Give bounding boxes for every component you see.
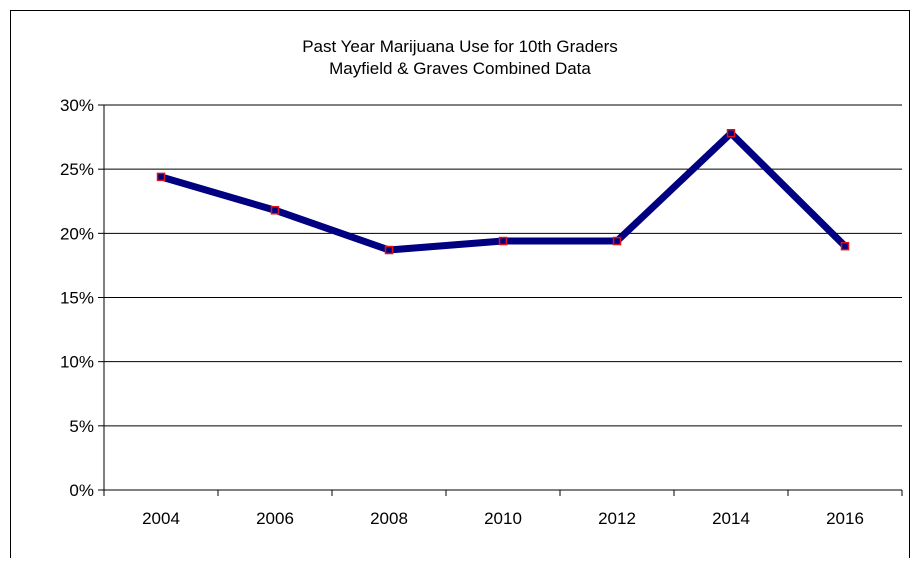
y-tick-label: 15% bbox=[60, 289, 94, 308]
y-tick-label: 25% bbox=[60, 160, 94, 179]
x-tick-label: 2004 bbox=[142, 509, 180, 528]
y-tick-label: 20% bbox=[60, 224, 94, 243]
y-tick-label: 10% bbox=[60, 353, 94, 372]
chart-subtitle: Mayfield & Graves Combined Data bbox=[329, 59, 591, 78]
data-point bbox=[270, 205, 280, 215]
chart-area bbox=[10, 10, 910, 558]
data-point bbox=[612, 236, 622, 246]
chart-title: Past Year Marijuana Use for 10th Graders bbox=[302, 37, 618, 56]
data-point bbox=[840, 241, 850, 251]
gridlines bbox=[104, 104, 902, 427]
y-tick-label: 0% bbox=[69, 481, 94, 500]
data-point bbox=[156, 172, 166, 182]
series bbox=[156, 128, 850, 255]
x-tick-label: 2016 bbox=[826, 509, 864, 528]
y-tick-labels: 0% 5% 10% 15% 20% 25% 30% bbox=[60, 96, 94, 500]
x-tick-label: 2010 bbox=[484, 509, 522, 528]
data-point bbox=[384, 245, 394, 255]
x-tick-label: 2014 bbox=[712, 509, 750, 528]
series-line bbox=[157, 129, 849, 254]
y-tick-label: 5% bbox=[69, 417, 94, 436]
y-tick-label: 30% bbox=[60, 96, 94, 115]
data-point bbox=[726, 128, 736, 138]
axes bbox=[98, 104, 903, 496]
x-tick-label: 2006 bbox=[256, 509, 294, 528]
x-tick-label: 2012 bbox=[598, 509, 636, 528]
data-point bbox=[498, 236, 508, 246]
x-tick-labels: 2004 2006 2008 2010 2012 2014 2016 bbox=[142, 509, 864, 528]
x-tick-label: 2008 bbox=[370, 509, 408, 528]
